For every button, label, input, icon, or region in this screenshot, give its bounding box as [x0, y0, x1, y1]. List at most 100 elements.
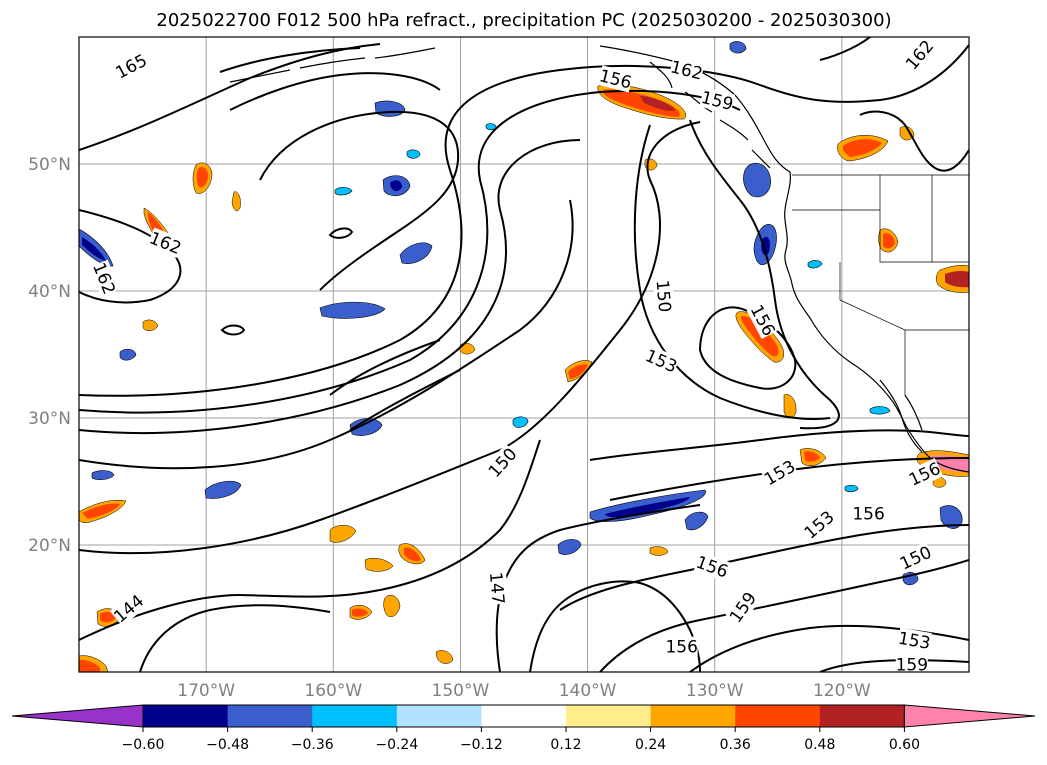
colorbar-segment: [819, 705, 905, 727]
political-borders: [792, 174, 969, 395]
contour-line: [328, 227, 354, 239]
pos-patch: [928, 455, 969, 473]
contour-label: 159: [895, 654, 928, 675]
colorbar-tick-label: 0.60: [889, 737, 920, 753]
contour-line: [559, 524, 969, 611]
pos-patch: [783, 394, 797, 419]
contour-label-text: 156: [665, 638, 697, 658]
neg-patch: [390, 180, 402, 192]
contour-line: [819, 37, 871, 61]
pos-patch: [741, 315, 779, 357]
contour-label-bg: [652, 279, 676, 313]
contour-label-bg: [665, 636, 698, 657]
colorbar-tick-label: −0.24: [375, 737, 418, 753]
contour-line: [79, 89, 741, 414]
precip-shading: [79, 41, 969, 672]
pos-patch: [435, 650, 454, 664]
lon-tick-label: 170°W: [177, 681, 235, 701]
colorbar-extend-high: [903, 704, 1036, 728]
contour-label-bg: [484, 443, 521, 482]
contour-line: [589, 429, 969, 461]
neg-patch: [807, 260, 823, 269]
pos-patch: [842, 139, 882, 157]
pos-patch: [945, 270, 969, 288]
neg-patch: [319, 301, 386, 319]
contour-line: [79, 43, 381, 151]
lat-tick-label: 20°N: [28, 536, 71, 556]
lon-tick-label: 150°W: [432, 681, 490, 701]
colorbar-tick-label: −0.48: [206, 737, 249, 753]
contour-label: 156: [665, 636, 698, 658]
colorbar-tick-label: 0.24: [635, 737, 666, 753]
contour-label: 147: [485, 571, 509, 605]
contour-label-bg: [905, 458, 944, 490]
contour-line: [220, 324, 246, 336]
contour-label-bg: [852, 503, 885, 524]
colorbar-segment: [735, 705, 821, 727]
contour-label: 162: [668, 56, 705, 85]
pos-patch: [82, 503, 120, 519]
colorbar-segment: [396, 705, 482, 727]
contour-label: 156: [852, 503, 885, 524]
pos-patch: [364, 558, 394, 572]
lat-tick-label: 50°N: [28, 155, 71, 175]
longitude-axis: 170°W 160°W 150°W 140°W 130°W 120°W: [177, 681, 871, 701]
contour-label-bg: [896, 541, 935, 574]
colorbar-tick-label: −0.12: [460, 737, 503, 753]
colorbar: −0.60 −0.48 −0.36 −0.24 −0.12 0.12 0.24 0.36 0.4…: [11, 704, 1036, 753]
contour-label-bg: [485, 571, 509, 605]
colorbar-tick-label: 0.36: [720, 737, 751, 753]
contour-label-bg: [693, 551, 731, 582]
contour-label-bg: [699, 86, 736, 115]
contour-label-bg: [895, 654, 928, 672]
chart-title: 2025022700 F012 500 hPa refract., precip…: [156, 10, 891, 31]
neg-patch: [743, 162, 771, 198]
contour-line: [859, 110, 969, 172]
pos-patch: [883, 233, 895, 249]
neg-patch: [557, 539, 582, 555]
pos-patch: [329, 525, 357, 543]
contour-label-bg: [668, 56, 705, 84]
colorbar-segment: [566, 705, 652, 727]
colorbar-segment: [227, 705, 313, 727]
aleutian-islands: [229, 47, 436, 83]
map-background: [79, 37, 969, 672]
lon-tick-label: 140°W: [559, 681, 617, 701]
neg-patch: [729, 41, 747, 54]
alaska-panhandle-islands: [649, 61, 771, 169]
pos-patch: [602, 89, 680, 117]
contour-label-bg: [146, 227, 185, 259]
contour-line: [79, 209, 182, 304]
colorbar-segment: [143, 705, 229, 727]
pos-patch: [404, 547, 421, 562]
pos-patch: [79, 659, 100, 672]
lon-tick-label: 160°W: [304, 681, 362, 701]
contour-label-bg: [89, 259, 120, 297]
contour-line: [79, 439, 541, 641]
contour-label-text: 156: [852, 504, 884, 524]
pos-patch: [231, 191, 241, 212]
colorbar-segment: [650, 705, 736, 727]
baja-california: [879, 379, 923, 453]
lon-tick-label: 120°W: [813, 681, 871, 701]
lon-tick-label: 130°W: [686, 681, 744, 701]
pos-patch: [640, 96, 676, 111]
colorbar-tick-label: −0.60: [122, 737, 165, 753]
neg-patch: [79, 228, 114, 267]
contour-label-bg: [597, 65, 634, 93]
contour-label-bg: [800, 506, 838, 543]
coastlines: [229, 45, 969, 473]
contour-line: [259, 110, 460, 291]
neg-patch: [119, 348, 137, 361]
lat-tick-label: 40°N: [28, 282, 71, 302]
colorbar-frame: [142, 704, 905, 728]
contour-line: [819, 659, 969, 672]
neg-patch: [605, 497, 690, 518]
colorbar-segment: [312, 705, 398, 727]
contour-line: [79, 44, 969, 397]
contour-line: [139, 604, 331, 672]
colorbar-segment: [481, 705, 567, 727]
pos-patch: [196, 167, 209, 188]
contour-label-text: 159: [896, 655, 928, 675]
pos-patch: [568, 364, 588, 379]
